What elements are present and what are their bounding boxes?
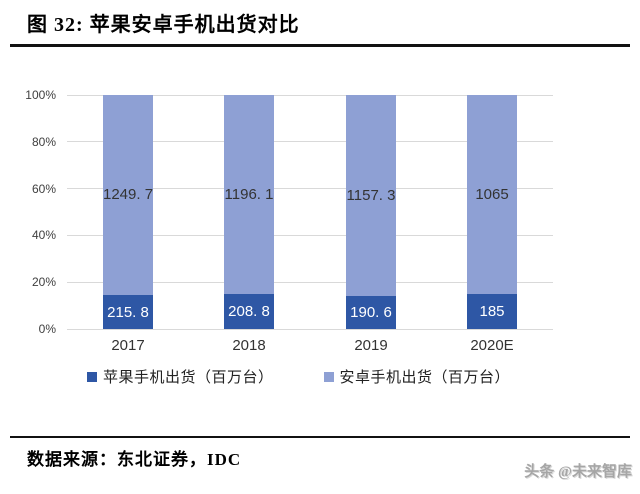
bar-segment-android-2020E: 1065 (467, 95, 517, 294)
legend-item-apple: 苹果手机出货（百万台） (87, 366, 274, 387)
y-tick-label-60%: 60% (31, 182, 56, 196)
x-tick-label-2020E: 2020E (470, 337, 514, 354)
legend: 苹果手机出货（百万台） 安卓手机出货（百万台） (87, 366, 510, 387)
gridline-80% (67, 141, 553, 142)
gridline-0% (67, 329, 553, 330)
bar-value-label: 215. 8 (107, 304, 149, 321)
bar-segment-apple-2017: 215. 8 (103, 295, 153, 329)
gridline-100% (67, 95, 553, 96)
y-tick-label-100%: 100% (25, 88, 56, 102)
bar-segment-android-2019: 1157. 3 (346, 95, 396, 296)
bar-value-label: 1065 (475, 186, 509, 203)
bar-value-label: 1157. 3 (346, 187, 396, 204)
x-axis: 2017 2018 2019 2020E (67, 337, 553, 357)
bar-segment-android-2017: 1249. 7 (103, 95, 153, 295)
y-tick-label-40%: 40% (31, 228, 56, 242)
bar-segment-apple-2020E: 185 (467, 294, 517, 329)
y-tick-label-20%: 20% (31, 275, 56, 289)
legend-item-android: 安卓手机出货（百万台） (323, 366, 511, 387)
bar-value-label: 208. 8 (228, 303, 270, 320)
x-tick-label-2019: 2019 (354, 337, 388, 354)
legend-swatch-icon (87, 371, 97, 382)
legend-label: 苹果手机出货（百万台） (103, 370, 274, 386)
title-divider (10, 44, 630, 47)
x-tick-label-2018: 2018 (232, 337, 266, 354)
gridline-60% (67, 188, 553, 189)
y-tick-label-80%: 80% (31, 135, 56, 149)
bar-value-label: 1249. 7 (103, 186, 154, 203)
bar-segment-apple-2019: 190. 6 (346, 296, 396, 329)
footer-divider (10, 436, 630, 438)
bar-value-label: 190. 6 (350, 304, 392, 321)
plot-area: 215. 8 1249. 7 208. 8 1196. 1 190. 6 1157. 3 1… (67, 95, 553, 330)
bar-segment-android-2018: 1196. 1 (224, 95, 274, 294)
x-tick-label-2017: 2017 (111, 337, 145, 354)
bar-value-label: 1196. 1 (224, 186, 274, 203)
legend-swatch-icon (323, 371, 334, 382)
y-axis: 0% 20% 40% 60% 80% 100% (0, 88, 56, 336)
bar-segment-apple-2018: 208. 8 (224, 294, 274, 329)
bar-value-label: 185 (479, 303, 505, 320)
y-tick-label-0%: 0% (38, 322, 56, 336)
watermark: 头条 @未来智库 (524, 464, 632, 480)
gridline-40% (67, 235, 553, 236)
figure-title: 图 32: 苹果安卓手机出货对比 (27, 14, 300, 36)
legend-label: 安卓手机出货（百万台） (339, 370, 511, 386)
gridline-20% (67, 282, 553, 283)
source-note: 数据来源：东北证券，IDC (27, 450, 242, 469)
